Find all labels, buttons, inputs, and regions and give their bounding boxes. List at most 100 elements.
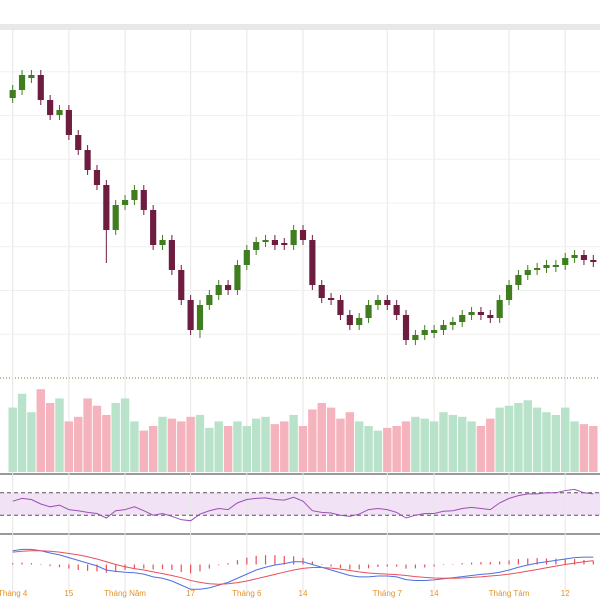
x-tick-label: Tháng Tám [489, 589, 530, 598]
candle-body [543, 265, 550, 268]
candle-body [75, 135, 82, 150]
candle-body [496, 300, 503, 318]
x-tick-label: Tháng 4 [0, 589, 28, 598]
candle-body [253, 242, 260, 250]
macd-hist [414, 564, 416, 569]
candle-body [468, 312, 475, 315]
x-tick-label: 17 [186, 589, 195, 598]
candle-body [18, 75, 26, 90]
volume-bar [280, 421, 289, 472]
macd-hist [339, 564, 342, 569]
volume-bar [401, 421, 411, 472]
volume-bar [130, 421, 139, 472]
macd-hist [199, 564, 201, 572]
macd-hist [133, 564, 136, 569]
macd-hist [405, 564, 407, 569]
x-tick-label: Tháng Năm [104, 589, 146, 598]
volume-bar [486, 418, 495, 472]
macd-hist [442, 564, 445, 566]
macd-hist [499, 561, 501, 565]
candle-body [140, 190, 147, 210]
volume-bar [532, 407, 542, 472]
volume-bar [411, 416, 420, 472]
volume-bar [55, 398, 64, 472]
volume-bar [308, 409, 317, 472]
volume-bar [570, 421, 579, 472]
volume-bar [523, 400, 532, 472]
macd-hist [255, 555, 257, 565]
volume-bar [186, 416, 195, 472]
candle-body [224, 285, 232, 290]
candle-body [234, 265, 241, 290]
candle-body [515, 275, 522, 285]
candle-body [168, 240, 175, 270]
macd-hist [115, 564, 117, 572]
volume-bar [233, 421, 242, 472]
macd-hist [227, 563, 229, 565]
volume-bar [579, 424, 589, 472]
volume-bar [120, 398, 130, 472]
x-tick-label: 14 [299, 589, 308, 598]
candle-body [590, 260, 597, 262]
volume-bar [514, 403, 523, 472]
volume-bar [504, 405, 514, 472]
macd-hist [461, 563, 463, 565]
macd-hist [21, 562, 23, 565]
candle-body [402, 315, 410, 340]
candle-body [505, 285, 513, 300]
volume-bar [177, 421, 186, 472]
candle-body [431, 330, 438, 333]
candle-body [421, 330, 428, 335]
macd-hist [143, 564, 145, 569]
macd-hist [77, 564, 79, 570]
candle-body [356, 318, 363, 325]
macd-hist [58, 564, 61, 568]
candle-body [477, 312, 485, 315]
candle-body [534, 268, 541, 270]
macd-hist [536, 558, 538, 565]
volume-bar [317, 403, 326, 472]
volume-bar [420, 418, 429, 472]
candle-body [580, 255, 588, 260]
volume-bar [289, 414, 298, 472]
candle-body [121, 200, 129, 205]
macd-hist [30, 563, 33, 565]
candle-body [328, 298, 335, 300]
volume-bar [551, 414, 561, 472]
macd-line [12, 548, 594, 590]
volume-bar [467, 421, 476, 472]
macd-hist [190, 564, 192, 574]
volume-bar [214, 421, 223, 472]
macd-hist [208, 564, 210, 569]
macd-hist [218, 564, 220, 566]
volume-bar [270, 424, 280, 472]
macd-hist [87, 564, 89, 571]
candle-body [103, 185, 110, 230]
candle-body [281, 243, 288, 245]
macd-hist [573, 559, 576, 565]
candle-body [571, 255, 578, 258]
volume-bar [298, 426, 308, 472]
macd-hist [236, 560, 239, 565]
macd-hist [517, 559, 519, 565]
macd-hist [367, 564, 370, 569]
volume-bar [542, 412, 551, 472]
macd-hist [40, 564, 42, 565]
candle-body [412, 335, 419, 340]
volume-bar [45, 403, 55, 472]
macd-hist [293, 556, 295, 565]
volume-bar [158, 416, 167, 472]
macd-hist [321, 564, 323, 565]
top-bar [0, 24, 600, 30]
candle-body [206, 295, 213, 305]
candle-body [393, 305, 400, 315]
candle-body [150, 210, 157, 245]
candle-body [346, 315, 353, 325]
volume-bar [205, 427, 214, 472]
volume-bar [92, 405, 102, 472]
x-tick-label: Tháng 7 [373, 589, 403, 598]
macd-hist [302, 557, 304, 565]
x-tick-label: 14 [430, 589, 439, 598]
volume-bar [27, 412, 36, 472]
macd-hist [489, 562, 491, 565]
